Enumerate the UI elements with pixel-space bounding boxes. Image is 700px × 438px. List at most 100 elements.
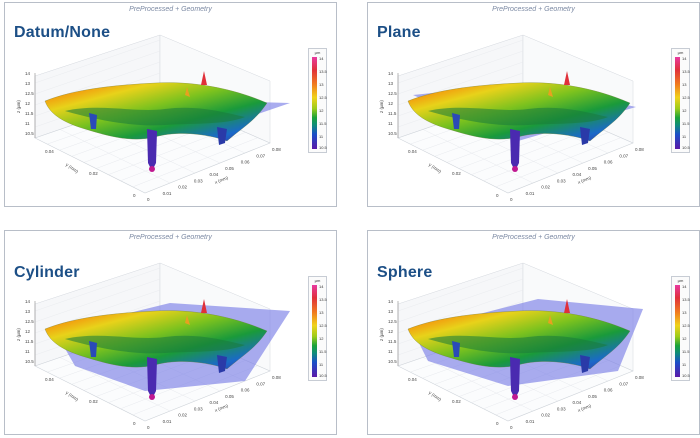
chart-panel-sphere: PreProcessed + Geometry Sphere 14 13 12.5 1… (367, 230, 700, 435)
x-tick-label: 0.05 (225, 166, 234, 171)
z-tick-label: 12 (388, 329, 394, 334)
x-tick-label: 0.03 (557, 406, 566, 411)
legend-label: 11.5 (682, 121, 690, 126)
y-tick-label: 0.04 (408, 377, 417, 382)
x-axis-label: x (mm) (214, 175, 229, 185)
grid-line (422, 129, 534, 184)
z-tick-label: 12 (25, 329, 31, 334)
legend-label: 10.5 (319, 145, 327, 150)
y-tick-label: 0.02 (89, 171, 98, 176)
pit-deep (147, 357, 157, 399)
surface-plot: 14 13 12.5 12 11.5 11 10.5 z (µm) 0 0.01 0.02 0.03 0… (16, 262, 290, 430)
panel-subtitle: PreProcessed + Geometry (129, 6, 212, 13)
z-axis-label: z (µm) (16, 328, 21, 341)
panel-title: Sphere (377, 264, 433, 281)
y-axis-label: y (mm) (65, 162, 80, 174)
pit-right (217, 355, 227, 373)
legend-label: 12 (682, 108, 687, 113)
x-tick-label: 0.08 (635, 147, 644, 152)
z-tick-label: 12.5 (25, 91, 34, 96)
y-tick-label: 0.04 (45, 149, 54, 154)
grid-line (132, 137, 258, 188)
legend-label: 12.5 (682, 95, 690, 100)
z-axis-label: z (µm) (379, 328, 384, 341)
grid-line (495, 365, 621, 416)
z-tick-label: 14 (25, 71, 31, 76)
x-tick-label: 0.05 (588, 166, 597, 171)
y-tick-label: 0 (133, 421, 136, 426)
panel-subtitle: PreProcessed + Geometry (129, 234, 212, 241)
color-legend: µm 14 13.5 13 12.5 12 11.5 11 10.5 (671, 48, 690, 153)
chart-panel-cylinder: PreProcessed + Geometry Cylinder 14 13 12.… (4, 230, 337, 435)
grid-line (34, 39, 161, 84)
x-tick-label: 0.04 (573, 172, 582, 177)
legend-label: 11 (319, 134, 324, 139)
grid-line (397, 278, 524, 323)
color-legend: µm 14 13.5 13 12.5 12 11.5 11 10.5 (308, 276, 327, 381)
legend-unit: µm (677, 278, 684, 283)
grid-line (397, 39, 524, 84)
peak-spike (564, 299, 570, 313)
legend-color-bar (312, 285, 317, 377)
x-tick-label: 0.03 (557, 178, 566, 183)
legend-label: 11 (682, 134, 687, 139)
legend-color-bar (675, 57, 680, 149)
valley-band (428, 335, 608, 354)
pit-bottom (512, 166, 518, 172)
grid-line (34, 278, 161, 323)
x-tick-label: 0.05 (588, 394, 597, 399)
x-tick-label: 0.02 (178, 185, 187, 190)
panel-title: Cylinder (14, 264, 80, 281)
grid-line (34, 50, 161, 95)
x-axis-label: x (mm) (577, 175, 592, 185)
legend-label: 10.5 (319, 373, 327, 378)
minor-peak (548, 315, 553, 325)
legend-label: 10.5 (682, 145, 690, 150)
minor-peak (185, 87, 190, 97)
y-axis-label: y (mm) (428, 162, 443, 174)
x-tick-label: 0.01 (526, 191, 535, 196)
panel-subtitle: PreProcessed + Geometry (492, 234, 575, 241)
x-tick-label: 0.03 (194, 178, 203, 183)
z-tick-label: 13 (25, 81, 31, 86)
legend-label: 12 (682, 336, 687, 341)
x-tick-label: 0.01 (526, 419, 535, 424)
valley-band (428, 107, 608, 126)
x-tick-label: 0.06 (604, 388, 613, 393)
legend-label: 11.5 (319, 349, 327, 354)
grid-line (59, 129, 171, 184)
y-tick-label: 0 (496, 421, 499, 426)
valley-band (65, 335, 245, 354)
pit-bottom (149, 166, 155, 172)
z-axis-label: z (µm) (16, 100, 21, 113)
z-tick-label: 11.5 (388, 339, 397, 344)
x-tick-label: 0.06 (241, 388, 250, 393)
pit-right (580, 355, 590, 373)
x-tick-label: 0 (510, 425, 513, 430)
y-tick-label: 0.04 (45, 377, 54, 382)
pit-bottom (149, 394, 155, 400)
legend-label: 13 (319, 310, 324, 315)
x-tick-label: 0.06 (604, 160, 613, 165)
legend-label: 12.5 (682, 323, 690, 328)
surface-plot: 14 13 12.5 12 11.5 11 10.5 z (µm) 0 0.01 0.02 0.03 0… (16, 34, 290, 202)
z-tick-label: 11 (388, 349, 393, 354)
grid-line (422, 357, 534, 412)
z-axis-label: z (µm) (379, 100, 384, 113)
legend-label: 11.5 (682, 349, 690, 354)
z-tick-label: 11 (25, 121, 30, 126)
grid-line (397, 50, 524, 95)
legend-unit: µm (314, 50, 321, 55)
surface-plot: 14 13 12.5 12 11.5 11 10.5 z (µm) 0 0.01 0.02 0.03 0… (379, 262, 644, 430)
pit-left (452, 113, 460, 129)
z-tick-label: 11.5 (25, 111, 34, 116)
color-legend: µm 14 13.5 13 12.5 12 11.5 11 10.5 (308, 48, 327, 153)
legend-label: 13.5 (682, 297, 690, 302)
legend-label: 14 (319, 284, 324, 289)
x-tick-label: 0 (147, 197, 150, 202)
legend-label: 12.5 (319, 95, 327, 100)
chart-panel-plane: PreProcessed + Geometry Plane 14 13 12.5 12… (367, 2, 700, 207)
color-legend: µm 14 13.5 13 12.5 12 11.5 11 10.5 (671, 276, 690, 381)
pit-bottom (512, 394, 518, 400)
y-axis-label: y (mm) (65, 390, 80, 402)
